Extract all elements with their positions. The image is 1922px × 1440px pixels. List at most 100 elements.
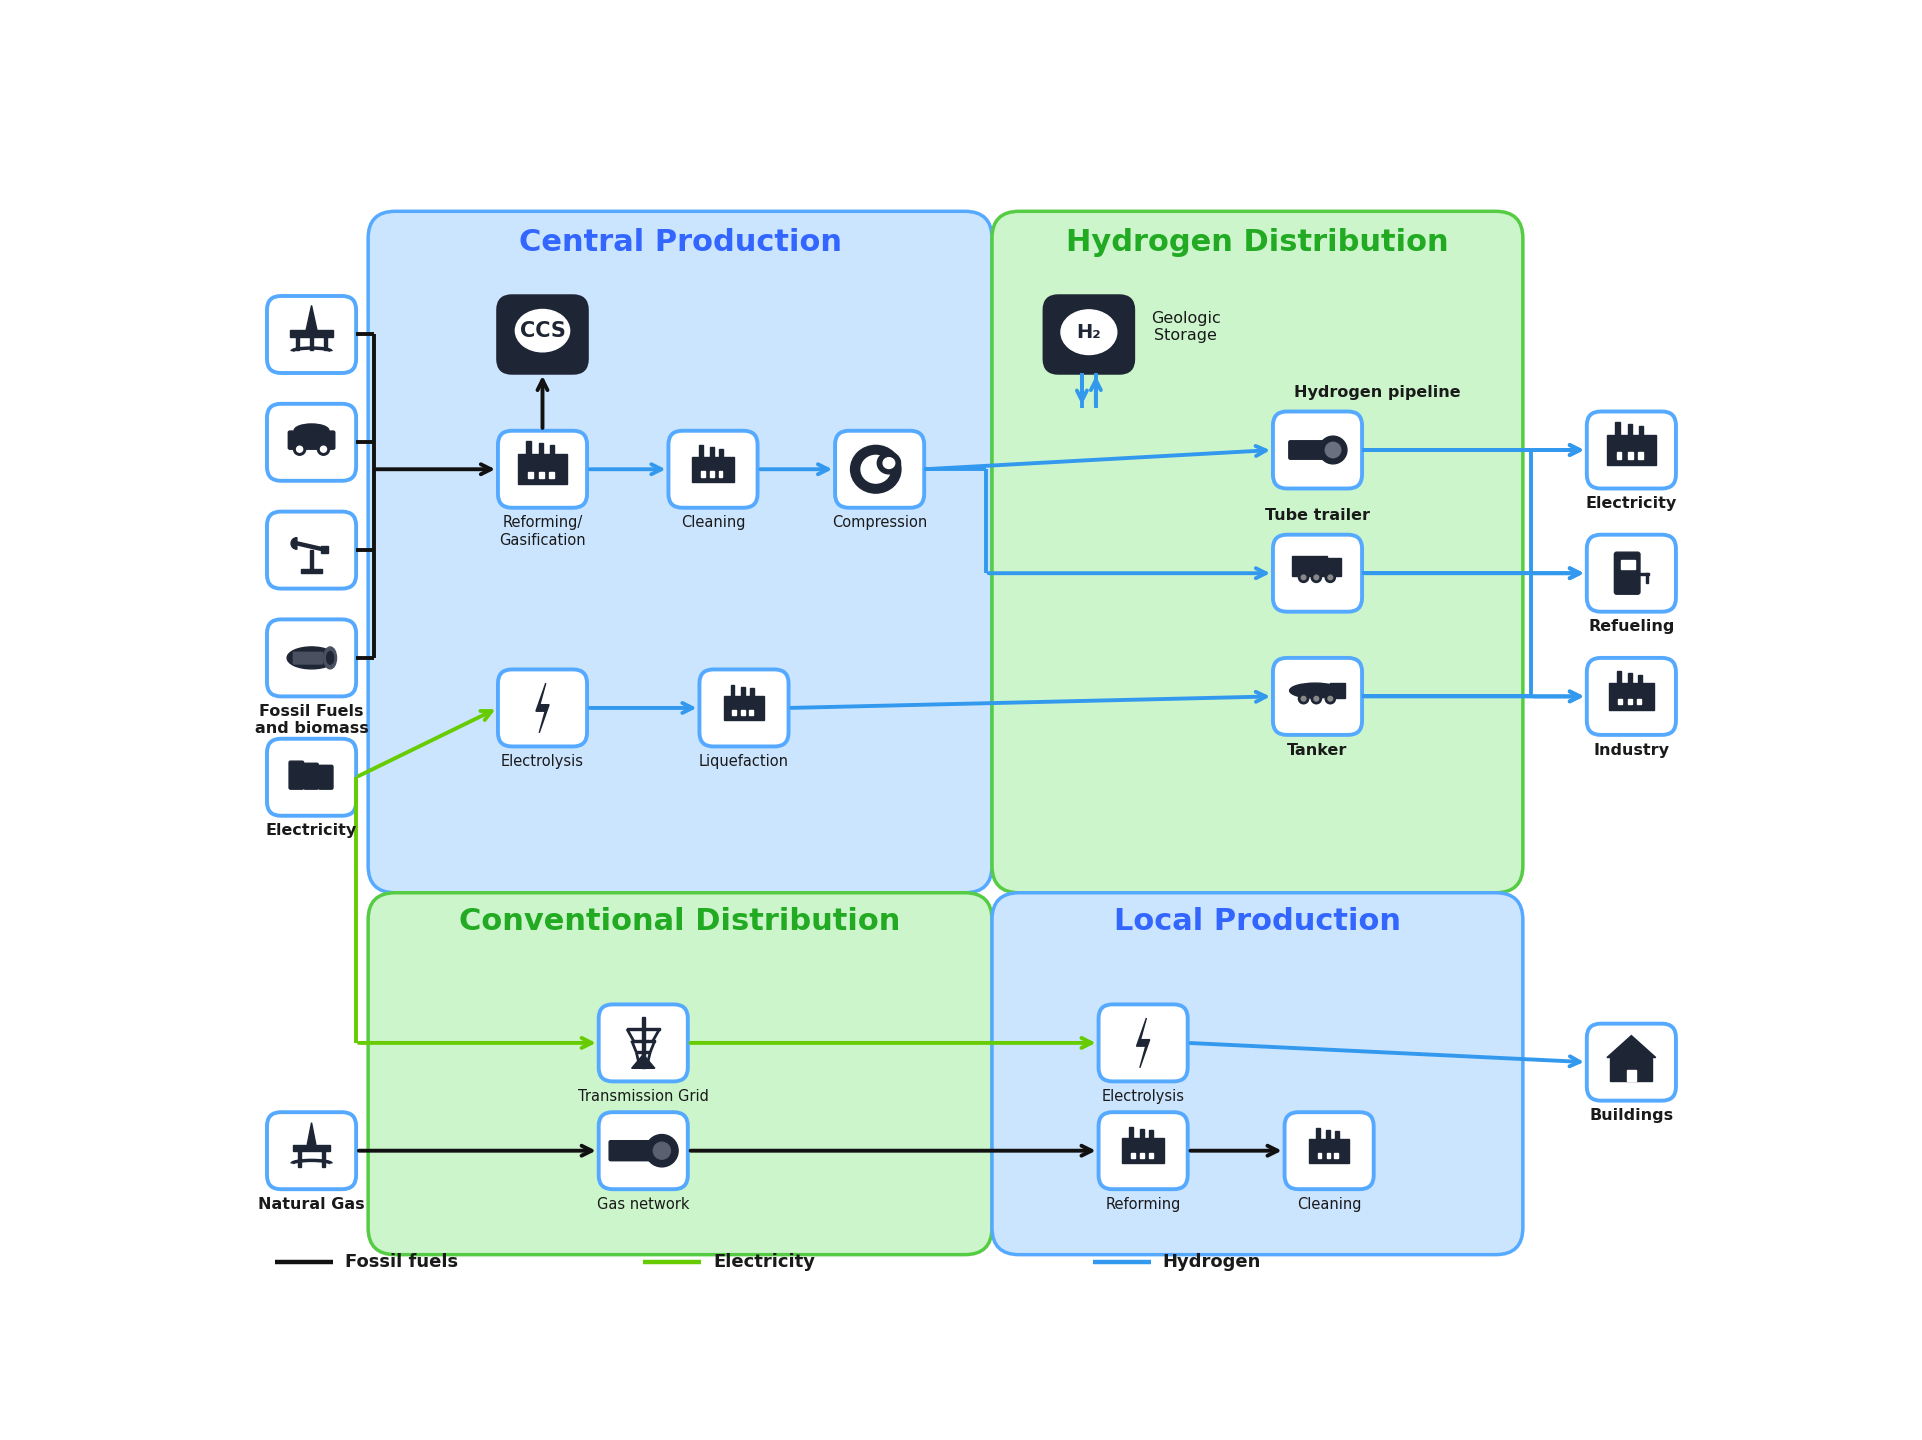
FancyBboxPatch shape	[1588, 658, 1676, 734]
FancyBboxPatch shape	[288, 762, 304, 789]
Text: Fossil Fuels
and biomass: Fossil Fuels and biomass	[256, 704, 369, 736]
Bar	[1334, 1152, 1338, 1158]
Bar	[538, 444, 544, 455]
Bar	[1638, 573, 1649, 575]
Text: Gas network: Gas network	[598, 1197, 690, 1212]
Bar	[321, 546, 329, 553]
Ellipse shape	[294, 423, 329, 436]
Circle shape	[1301, 697, 1305, 701]
Text: Electrolysis: Electrolysis	[502, 755, 584, 769]
Circle shape	[1315, 697, 1318, 701]
Circle shape	[646, 1135, 678, 1166]
Bar	[1140, 1153, 1144, 1158]
Bar	[742, 710, 746, 716]
Bar	[296, 337, 300, 350]
Bar	[1620, 560, 1634, 569]
Bar	[711, 471, 715, 477]
Text: Electricity: Electricity	[265, 824, 357, 838]
FancyBboxPatch shape	[267, 511, 356, 589]
FancyBboxPatch shape	[267, 739, 356, 815]
Bar	[290, 330, 333, 337]
Bar	[527, 441, 530, 455]
Bar	[642, 1018, 644, 1068]
Polygon shape	[632, 1054, 655, 1068]
Bar	[529, 472, 532, 478]
Bar	[1628, 1070, 1636, 1080]
Bar	[517, 455, 567, 484]
FancyBboxPatch shape	[1099, 1112, 1188, 1189]
Bar	[1607, 435, 1657, 465]
Bar	[632, 1040, 655, 1041]
FancyBboxPatch shape	[267, 619, 356, 697]
Bar	[540, 472, 544, 478]
Bar	[750, 710, 753, 716]
Text: Local Production: Local Production	[1115, 907, 1401, 936]
Bar	[309, 337, 313, 350]
Bar	[1609, 683, 1653, 710]
Bar	[1326, 1130, 1330, 1139]
Ellipse shape	[876, 452, 901, 474]
Bar	[1628, 425, 1632, 435]
Bar	[750, 688, 753, 696]
Bar	[1317, 1128, 1320, 1139]
Bar	[1614, 422, 1620, 435]
Circle shape	[1326, 442, 1342, 458]
Bar	[323, 1151, 325, 1166]
Circle shape	[653, 1142, 671, 1159]
Ellipse shape	[1290, 683, 1342, 698]
Bar	[1638, 452, 1643, 458]
Bar	[1336, 1132, 1338, 1139]
FancyBboxPatch shape	[1044, 297, 1134, 373]
Bar	[1628, 698, 1632, 704]
Ellipse shape	[515, 310, 569, 351]
Bar	[1122, 1138, 1165, 1164]
FancyBboxPatch shape	[294, 657, 323, 660]
Text: Tanker: Tanker	[1288, 743, 1347, 757]
Circle shape	[296, 446, 302, 452]
Circle shape	[317, 444, 329, 455]
Polygon shape	[306, 305, 317, 330]
Text: Buildings: Buildings	[1589, 1109, 1674, 1123]
Bar	[1292, 556, 1326, 576]
Wedge shape	[290, 537, 296, 549]
Bar	[1326, 1152, 1330, 1158]
FancyBboxPatch shape	[609, 1140, 659, 1161]
Ellipse shape	[327, 651, 334, 664]
Bar	[1611, 1057, 1653, 1080]
Circle shape	[1301, 575, 1305, 580]
FancyBboxPatch shape	[304, 763, 319, 789]
FancyBboxPatch shape	[498, 670, 586, 746]
Bar	[1616, 452, 1622, 458]
Bar	[1149, 1130, 1153, 1138]
Bar	[1140, 1129, 1144, 1138]
Bar	[732, 710, 736, 716]
Circle shape	[1299, 694, 1309, 704]
Polygon shape	[308, 1123, 315, 1145]
Bar	[1628, 672, 1632, 683]
FancyBboxPatch shape	[1588, 534, 1676, 612]
Bar	[298, 1151, 302, 1166]
FancyBboxPatch shape	[498, 297, 586, 373]
FancyBboxPatch shape	[294, 661, 323, 664]
Bar	[1326, 559, 1342, 576]
Bar	[1309, 1139, 1349, 1162]
Text: Refueling: Refueling	[1588, 619, 1674, 635]
FancyBboxPatch shape	[834, 431, 924, 508]
FancyBboxPatch shape	[267, 1112, 356, 1189]
Text: Conventional Distribution: Conventional Distribution	[459, 907, 901, 936]
Bar	[1149, 1153, 1153, 1158]
Bar	[627, 1028, 659, 1030]
Bar	[636, 1051, 650, 1053]
Circle shape	[1328, 697, 1332, 701]
FancyBboxPatch shape	[1272, 534, 1363, 612]
Text: CCS: CCS	[519, 321, 565, 341]
FancyBboxPatch shape	[319, 765, 333, 789]
Text: Cleaning: Cleaning	[680, 516, 746, 530]
FancyBboxPatch shape	[294, 652, 323, 655]
Text: Hydrogen: Hydrogen	[1163, 1253, 1261, 1272]
FancyBboxPatch shape	[1290, 441, 1330, 459]
Bar	[309, 550, 313, 569]
Circle shape	[1324, 572, 1336, 582]
Circle shape	[1299, 572, 1309, 582]
Bar	[1618, 698, 1622, 704]
